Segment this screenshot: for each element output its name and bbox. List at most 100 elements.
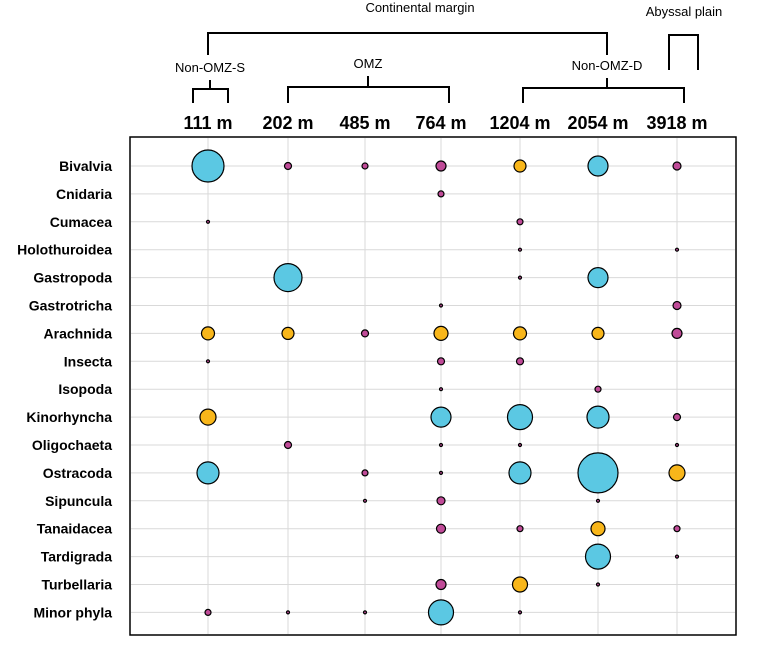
- bubble-point: [362, 498, 368, 503]
- bracket-abyssal-plain: [668, 34, 699, 70]
- depth-label: 485 m: [339, 113, 390, 133]
- bubble-point: [516, 525, 524, 533]
- bubble-point: [430, 406, 452, 428]
- bubble-point: [517, 275, 523, 280]
- bubble-point: [283, 161, 293, 171]
- bubble-point: [508, 461, 532, 485]
- bubble-point: [674, 554, 680, 559]
- bubble-point: [427, 599, 455, 626]
- taxon-label: Cumacea: [50, 214, 112, 230]
- bubble-point: [517, 442, 523, 448]
- bubble-point: [587, 267, 609, 289]
- depth-label: 764 m: [415, 113, 466, 133]
- bubble-point: [196, 461, 220, 485]
- bubble-point: [362, 610, 368, 615]
- bubble-point: [511, 576, 529, 593]
- bubble-point: [204, 608, 212, 617]
- taxon-label: Kinorhyncha: [26, 409, 112, 425]
- bracket-omz: [287, 76, 450, 103]
- bubble-point: [361, 469, 369, 477]
- taxon-label: Gastropoda: [33, 270, 112, 286]
- bubble-point: [285, 610, 291, 615]
- taxon-label: Minor phyla: [33, 604, 112, 620]
- group-brackets: Continental margin Abyssal plain Non-OMZ…: [175, 0, 722, 103]
- depth-label: 111 m: [183, 113, 232, 133]
- taxon-label: Holothuroidea: [17, 242, 112, 258]
- bubble-point: [361, 162, 369, 170]
- bubble-point: [436, 496, 446, 506]
- bubble-point: [674, 247, 680, 252]
- plot-area: [129, 136, 737, 636]
- bubble-point: [435, 160, 447, 172]
- group-label-continental-margin: Continental margin: [365, 0, 474, 15]
- bracket-continental-margin: [207, 32, 608, 55]
- bubble-point: [200, 326, 216, 341]
- taxon-label: Tardigrada: [41, 549, 113, 565]
- bubble-point: [517, 247, 523, 252]
- bubble-point: [205, 219, 211, 224]
- bubble-point: [191, 149, 225, 183]
- bubble-point: [590, 521, 606, 537]
- depth-label: 1204 m: [489, 113, 550, 133]
- bubble-point: [433, 325, 449, 341]
- taxon-label: Isopoda: [58, 381, 112, 397]
- taxon-label: Cnidaria: [56, 186, 112, 202]
- bubble-point: [438, 470, 444, 475]
- group-label-omz: OMZ: [354, 56, 383, 71]
- bubble-point: [673, 525, 681, 533]
- taxon-label: Insecta: [64, 353, 112, 369]
- bubble-point: [586, 405, 610, 429]
- bracket-non-omz-s: [192, 80, 229, 103]
- taxon-label: Arachnida: [44, 325, 113, 341]
- gridlines: [131, 138, 735, 634]
- taxon-label: Oligochaeta: [32, 437, 112, 453]
- bubble-point: [506, 404, 534, 431]
- group-label-abyssal-plain: Abyssal plain: [646, 4, 723, 19]
- bracket-non-omz-d: [522, 78, 685, 103]
- bubble-point: [516, 218, 524, 226]
- bubble-point: [435, 578, 447, 591]
- bubble-point: [515, 357, 525, 366]
- taxon-label: Bivalvia: [59, 158, 112, 174]
- bubble-point: [595, 582, 601, 587]
- bubbles: [191, 149, 686, 626]
- bubble-point: [436, 357, 446, 366]
- group-label-non-omz-s: Non-OMZ-S: [175, 60, 245, 75]
- taxon-label: Tanaidacea: [37, 521, 112, 537]
- bubble-point: [283, 440, 293, 450]
- taxon-label: Ostracoda: [43, 465, 112, 481]
- bubble-point: [591, 326, 605, 340]
- bubble-point: [435, 523, 447, 534]
- bubble-point: [595, 498, 601, 503]
- bubble-point: [512, 326, 528, 341]
- plot-frame: [129, 136, 737, 636]
- bubble-point: [438, 387, 444, 392]
- bubble-point: [594, 385, 602, 393]
- bubble-point: [438, 442, 444, 448]
- bubble-point: [199, 408, 217, 426]
- bubble-point: [577, 452, 619, 494]
- bubble-point: [513, 159, 527, 173]
- depth-labels: 111 m 202 m 485 m 764 m 1204 m 2054 m 3918 m: [183, 113, 707, 133]
- bubble-point: [281, 326, 295, 340]
- depth-label: 2054 m: [567, 113, 628, 133]
- bubble-point: [205, 359, 211, 364]
- depth-label: 3918 m: [646, 113, 707, 133]
- taxon-label: Sipuncula: [45, 493, 112, 509]
- depth-label: 202 m: [262, 113, 313, 133]
- bubble-point: [668, 464, 686, 482]
- bubble-point: [360, 329, 370, 338]
- bubble-point: [584, 543, 612, 570]
- bubble-point: [438, 303, 444, 308]
- bubble-point: [672, 413, 682, 422]
- taxon-labels: Bivalvia Cnidaria Cumacea Holothuroidea Gast…: [17, 158, 112, 620]
- group-label-non-omz-d: Non-OMZ-D: [572, 58, 643, 73]
- bubble-point: [587, 155, 609, 177]
- bubble-point: [674, 442, 680, 448]
- taxon-label: Turbellaria: [41, 577, 112, 593]
- bubble-point: [672, 161, 682, 171]
- bubble-point: [672, 300, 682, 311]
- taxon-label: Gastrotricha: [29, 298, 112, 314]
- bubble-point: [517, 610, 523, 615]
